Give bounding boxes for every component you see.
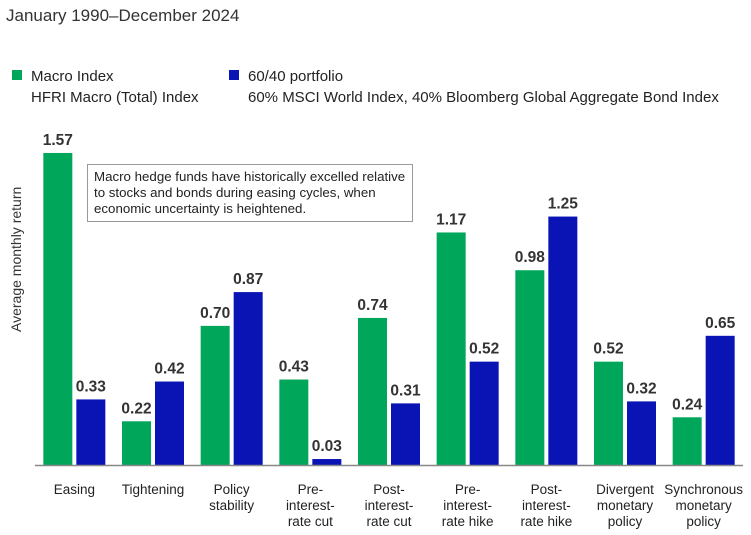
x-tick-label-line: interest- (522, 498, 571, 513)
data-label-6040-3: 0.87 (233, 271, 263, 288)
legend-swatch-macro-index (12, 70, 22, 80)
legend-desc-6040-portfolio: 60% MSCI World Index, 40% Bloomberg Glob… (248, 89, 719, 106)
bar-macro-7 (515, 270, 545, 465)
data-label-macro-4: 0.43 (279, 359, 310, 376)
data-label-6040-7: 1.25 (548, 196, 579, 213)
data-label-6040-4: 0.03 (312, 438, 343, 455)
x-tick-label-line: interest- (365, 498, 414, 513)
x-tick-label-2: Tightening (122, 482, 185, 497)
data-label-macro-7: 0.98 (515, 249, 546, 266)
x-tick-label-line: monetary (676, 498, 733, 513)
legend-desc-macro-index: HFRI Macro (Total) Index (31, 89, 199, 106)
bar-6040-5 (391, 403, 420, 465)
data-label-6040-8: 0.32 (626, 380, 656, 397)
bar-6040-4 (312, 459, 342, 465)
data-label-macro-8: 0.52 (593, 341, 623, 358)
data-label-macro-3: 0.70 (200, 305, 230, 322)
x-tick-label-line: rate hike (520, 514, 572, 529)
x-tick-label-4: Pre-interest-rate cut (286, 482, 335, 529)
x-tick-label-line: rate cut (366, 514, 411, 529)
data-label-6040-2: 0.42 (154, 361, 184, 378)
bar-6040-8 (627, 401, 656, 465)
data-label-macro-6: 1.17 (436, 211, 466, 228)
bar-macro-6 (436, 232, 466, 465)
x-tick-label-line: Synchronous (664, 482, 743, 497)
legend-item-macro-index: Macro Index HFRI Macro (Total) Index (12, 66, 199, 108)
x-tick-label-line: rate hike (442, 514, 494, 529)
legend-label-macro-index: Macro Index (31, 68, 114, 85)
x-tick-label-line: policy (608, 514, 643, 529)
chart-subtitle: January 1990–December 2024 (6, 6, 240, 25)
data-label-macro-9: 0.24 (672, 396, 703, 413)
x-tick-label-line: monetary (597, 498, 654, 513)
x-tick-label-line: interest- (286, 498, 335, 513)
bar-macro-2 (122, 421, 151, 465)
bar-6040-7 (548, 216, 578, 465)
data-label-macro-2: 0.22 (121, 400, 151, 417)
bar-6040-2 (155, 381, 184, 465)
x-tick-label-7: Post-interest-rate hike (520, 482, 572, 529)
bar-macro-9 (672, 417, 702, 465)
data-label-6040-5: 0.31 (390, 382, 421, 399)
legend-label-6040-portfolio: 60/40 portfolio (248, 68, 344, 85)
x-tick-label-line: Divergent (596, 482, 654, 497)
x-tick-label-line: policy (686, 514, 721, 529)
x-tick-label-line: Post- (531, 482, 563, 497)
bar-macro-1 (43, 152, 73, 465)
bar-6040-6 (469, 361, 499, 465)
x-tick-label-line: Pre- (298, 482, 324, 497)
x-tick-label-1: Easing (54, 482, 95, 497)
x-tick-label-line: Tightening (122, 482, 185, 497)
bar-macro-4 (279, 379, 309, 465)
x-tick-label-line: interest- (443, 498, 492, 513)
x-tick-label-line: Policy (214, 482, 250, 497)
x-tick-label-line: Easing (54, 482, 95, 497)
bar-6040-9 (705, 335, 735, 465)
chart-annotation: Macro hedge funds have historically exce… (87, 164, 413, 222)
legend-swatch-6040-portfolio (229, 70, 239, 80)
bar-macro-3 (200, 325, 230, 465)
x-tick-label-line: stability (209, 498, 254, 513)
data-label-macro-1: 1.57 (43, 132, 73, 149)
data-label-macro-5: 0.74 (357, 297, 388, 314)
data-label-6040-9: 0.65 (705, 315, 736, 332)
legend-item-6040-portfolio: 60/40 portfolio 60% MSCI World Index, 40… (229, 66, 719, 108)
x-tick-label-9: Synchronous monetary policy (664, 482, 743, 529)
x-tick-label-line: Post- (373, 482, 405, 497)
data-label-6040-1: 0.33 (76, 378, 107, 395)
bar-macro-8 (594, 361, 623, 465)
bar-6040-1 (76, 399, 106, 465)
bar-6040-3 (233, 292, 263, 465)
x-tick-label-3: Policy stability (209, 482, 254, 513)
x-tick-label-line: Pre- (455, 482, 481, 497)
x-tick-label-6: Pre-interest-rate hike (442, 482, 494, 529)
bar-macro-5 (358, 317, 387, 465)
data-label-6040-6: 0.52 (469, 341, 499, 358)
x-tick-label-5: Post-interest-rate cut (365, 482, 414, 529)
x-tick-label-line: rate cut (288, 514, 333, 529)
x-tick-label-8: Divergent monetary policy (596, 482, 654, 529)
